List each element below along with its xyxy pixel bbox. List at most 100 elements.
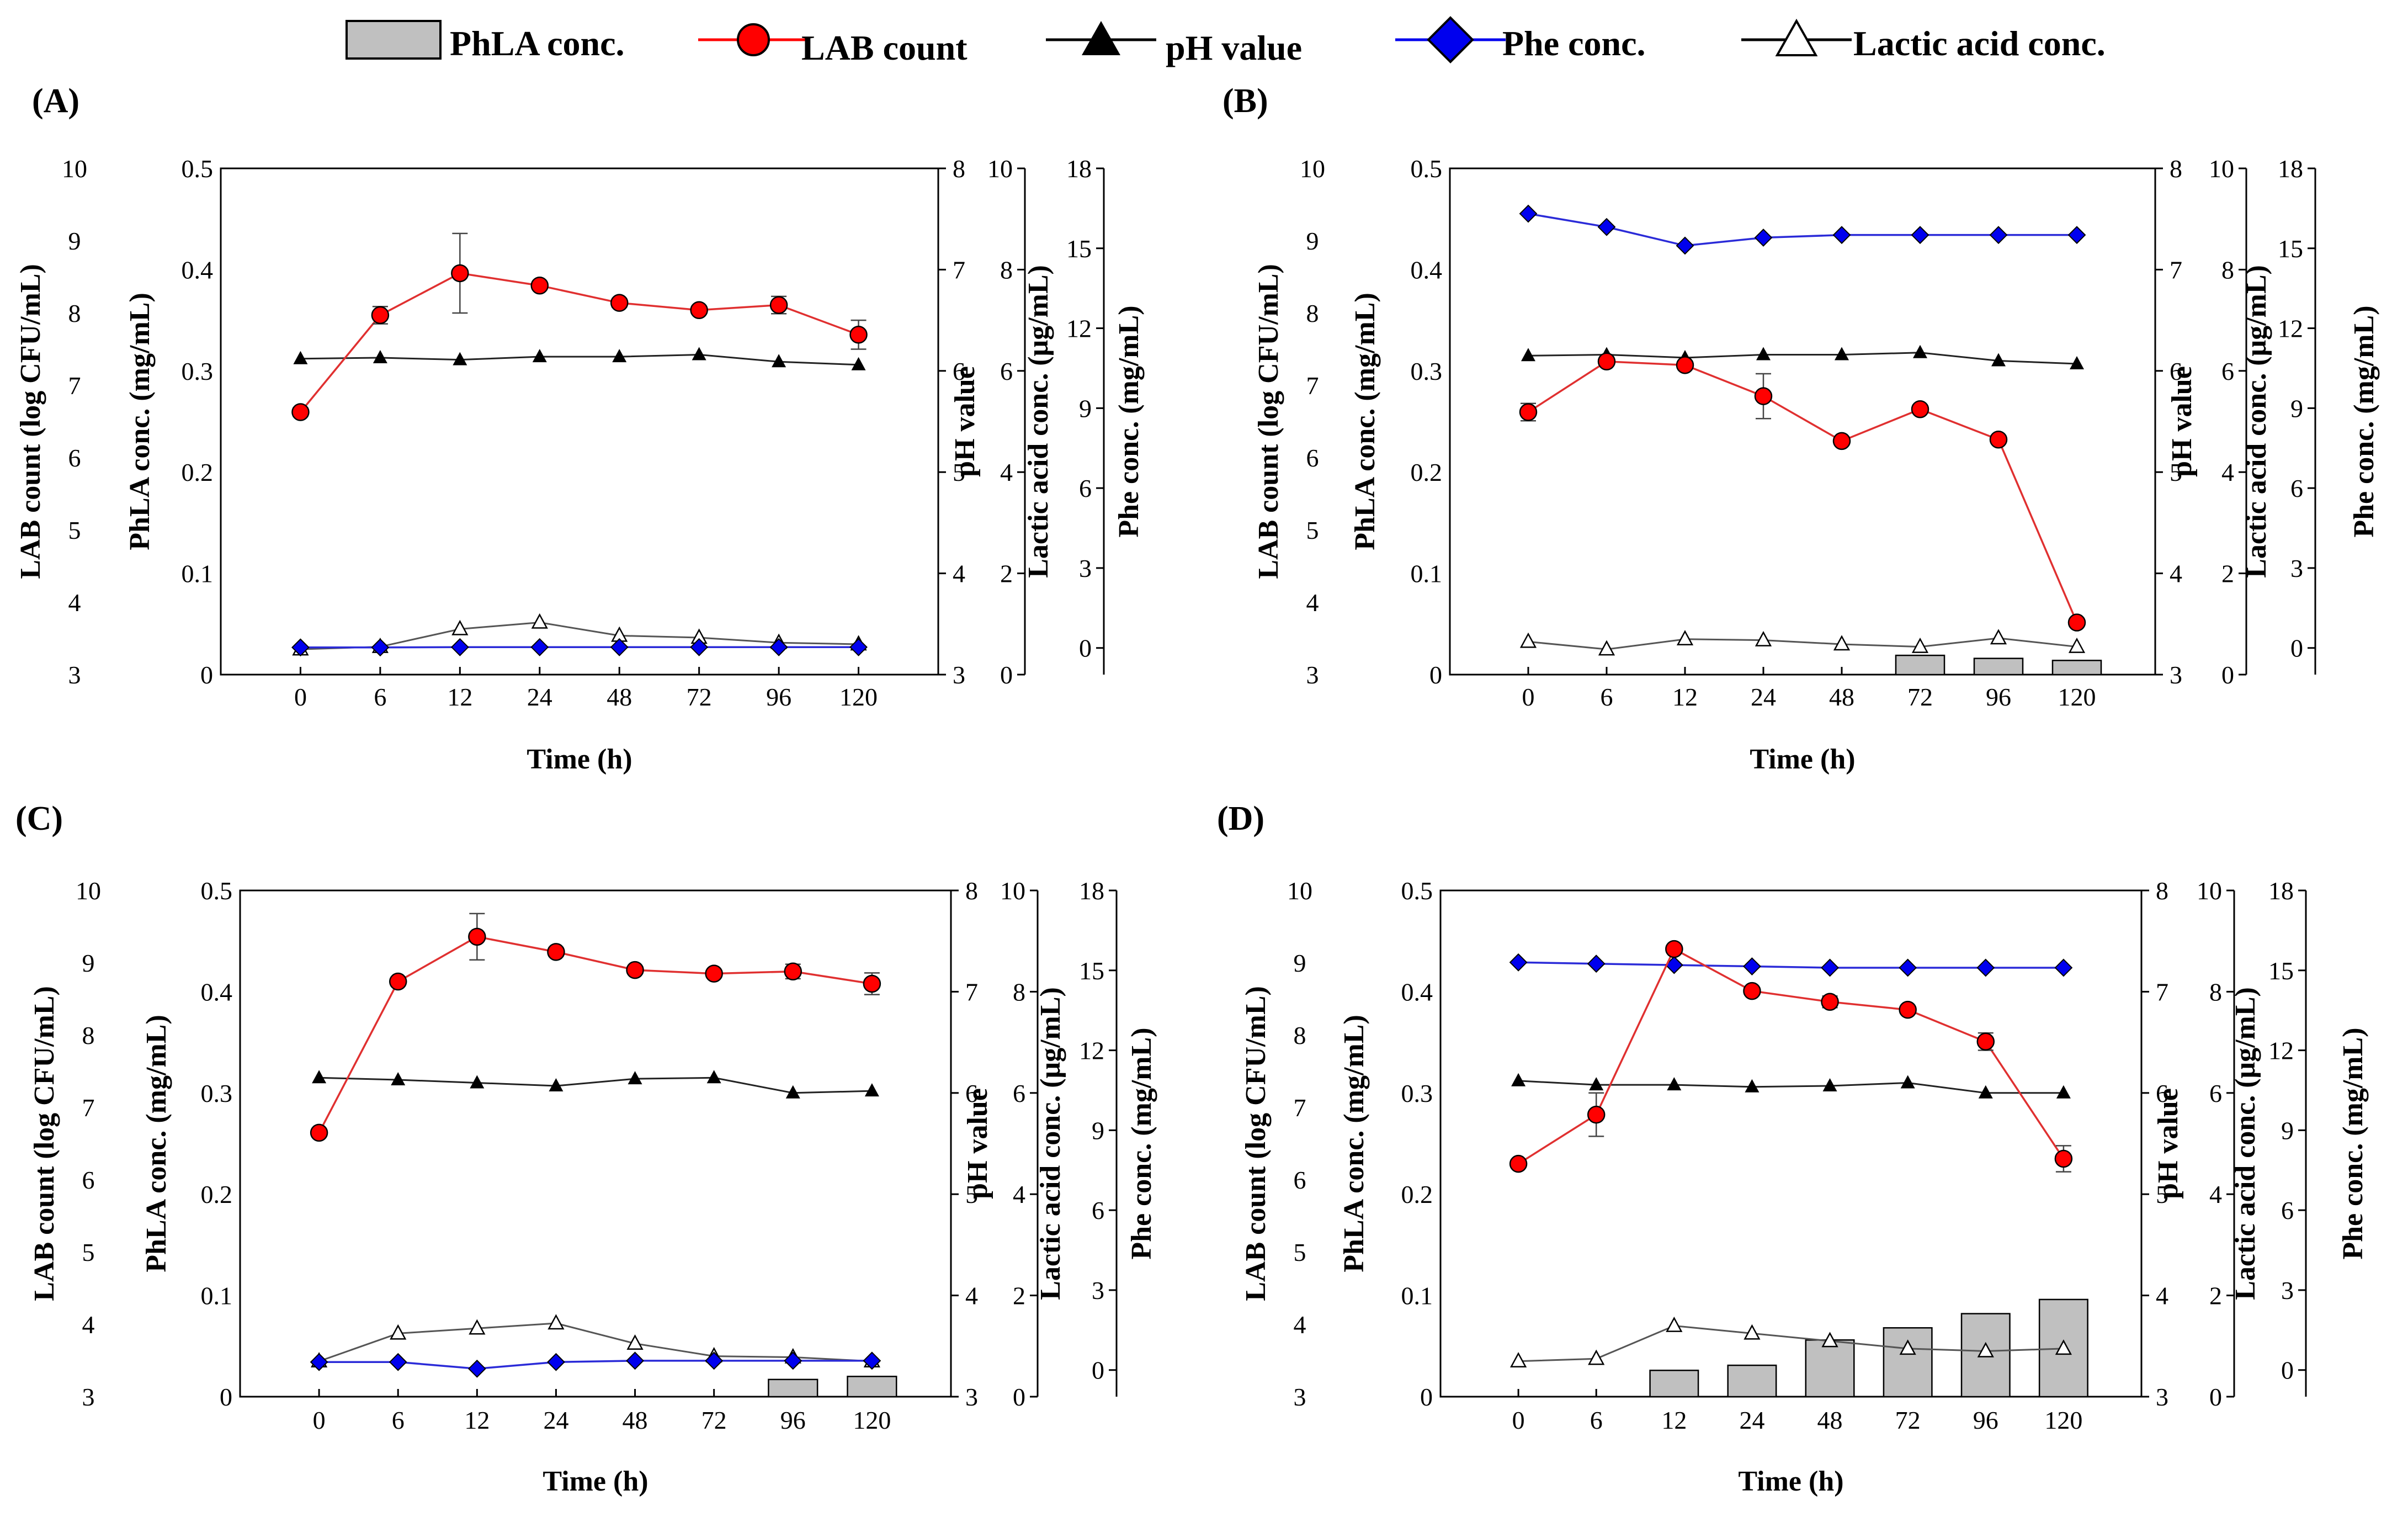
x-tick-label: 120: [2058, 683, 2096, 711]
phe-point: [310, 1353, 328, 1371]
ph-line: [300, 353, 859, 366]
ph-axis-title: pH value: [2152, 1088, 2184, 1199]
ph-tick-label: 7: [2170, 256, 2182, 284]
x-tick-label: 6: [1601, 683, 1613, 711]
lab-line: [1518, 947, 2065, 1165]
lab-tick-label: 7: [68, 372, 81, 400]
phe-point: [849, 638, 868, 656]
legend-phe-marker: [1427, 16, 1474, 63]
plot-frame: [220, 167, 939, 676]
x-tick-label: 48: [607, 683, 632, 711]
lab-point: [1976, 1032, 1995, 1051]
lactic-tick-label: 0: [2221, 661, 2234, 689]
ph-tick-label: 5: [2156, 1180, 2168, 1208]
phla-tick-label: 0.3: [182, 357, 214, 385]
x-tick-label: 96: [1973, 1406, 1998, 1434]
legend-lactic-label: Lactic acid conc.: [1853, 24, 2106, 63]
plot-frame: [1439, 889, 2143, 1398]
phe-tick-label: 18: [2278, 155, 2303, 183]
lab-tick-label: 6: [68, 444, 81, 472]
lab-point: [784, 962, 802, 980]
chart-panel-4: (D)34567891000.10.20.30.40.5345678024681…: [1217, 800, 2369, 1497]
phe-point: [1754, 229, 1773, 247]
ph-point: [612, 349, 627, 363]
lactic-tick-label: 10: [1000, 877, 1025, 905]
phe-tick-label: 18: [2268, 877, 2294, 905]
phe-point: [1832, 226, 1851, 245]
lab-tick-label: 3: [82, 1383, 95, 1411]
phe-point: [784, 1351, 802, 1370]
lactic-point: [1510, 1352, 1527, 1368]
lactic-line: [1518, 1325, 2064, 1362]
lactic-point: [1821, 1332, 1838, 1348]
lab-tick-label: 4: [68, 588, 81, 617]
lactic-tick-label: 6: [2209, 1079, 2222, 1107]
lactic-axis-title: Lactic acid conc. (μg/mL): [1023, 265, 1054, 578]
ph-line: [319, 1076, 872, 1094]
ph-point: [628, 1071, 642, 1085]
lactic-tick-label: 8: [1013, 978, 1025, 1006]
ph-point: [293, 351, 308, 364]
ph-tick-label: 6: [2156, 1079, 2168, 1107]
legend-phe-label: Phe conc.: [1502, 24, 1646, 63]
phe-tick-label: 6: [1079, 474, 1092, 502]
phe-line: [319, 1360, 872, 1370]
phe-tick-label: 6: [1092, 1196, 1104, 1224]
phla-tick-label: 0.1: [1411, 560, 1443, 588]
x-tick-label: 6: [374, 683, 386, 711]
phla-tick-label: 0.5: [182, 155, 214, 183]
ph-tick-label: 4: [2170, 560, 2182, 588]
phla-bar: [1727, 1364, 1777, 1398]
phla-tick-label: 0.3: [1411, 357, 1443, 385]
lactic-point: [1676, 630, 1694, 646]
phe-axis-title: Phe conc. (mg/mL): [2337, 1027, 2369, 1259]
ph-point: [1756, 347, 1771, 360]
lab-tick-label: 8: [68, 299, 81, 327]
lactic-tick-label: 0: [1013, 1383, 1025, 1411]
lactic-axis-title: Lactic acid conc. (μg/mL): [1035, 987, 1066, 1300]
phe-tick-label: 3: [1079, 554, 1092, 582]
x-axis-title: Time (h): [527, 744, 632, 775]
phla-tick-label: 0.3: [1401, 1079, 1433, 1107]
lactic-point: [1911, 637, 1929, 653]
lab-tick-label: 5: [1294, 1238, 1306, 1266]
phe-point: [2054, 958, 2073, 977]
phla-bar: [1895, 654, 1945, 676]
ph-point: [549, 1078, 564, 1091]
x-tick-label: 0: [294, 683, 307, 711]
lab-line: [318, 935, 873, 1133]
legend: PhLA conc. LAB count pH value Phe conc. …: [345, 16, 2106, 67]
lab-tick-label: 5: [68, 516, 81, 544]
lab-tick-label: 4: [1306, 588, 1319, 617]
lactic-tick-label: 2: [2209, 1282, 2222, 1310]
ph-point: [1745, 1079, 1760, 1093]
phe-point: [626, 1351, 644, 1370]
panel-label: (A): [32, 82, 79, 120]
phe-point: [1899, 958, 1917, 977]
phla-bar: [2051, 660, 2102, 676]
lab-tick-label: 4: [82, 1311, 95, 1339]
lactic-point: [1899, 1339, 1916, 1355]
ph-point: [772, 354, 786, 368]
ph-tick-label: 8: [953, 155, 965, 183]
phe-point: [1519, 204, 1538, 223]
lab-tick-label: 9: [1294, 949, 1306, 977]
legend-lab-label: LAB count: [801, 28, 968, 67]
phla-tick-label: 0: [200, 661, 213, 689]
legend-ph-marker: [1082, 21, 1120, 55]
phe-tick-label: 18: [1066, 155, 1092, 183]
lab-point: [1989, 431, 2008, 449]
ph-tick-label: 6: [953, 357, 965, 385]
x-tick-label: 72: [687, 683, 712, 711]
phe-tick-label: 9: [1079, 394, 1092, 422]
ph-axis-title: pH value: [962, 1088, 993, 1199]
phe-point: [1821, 958, 1839, 977]
legend-ph-label: pH value: [1166, 28, 1302, 67]
phe-tick-label: 0: [1092, 1356, 1104, 1385]
lactic-point: [1598, 640, 1615, 656]
ph-point: [1913, 344, 1927, 358]
phe-tick-label: 12: [2268, 1037, 2294, 1065]
phe-tick-label: 9: [2281, 1116, 2294, 1144]
phla-tick-label: 0.5: [1411, 155, 1443, 183]
lab-point: [468, 927, 486, 946]
